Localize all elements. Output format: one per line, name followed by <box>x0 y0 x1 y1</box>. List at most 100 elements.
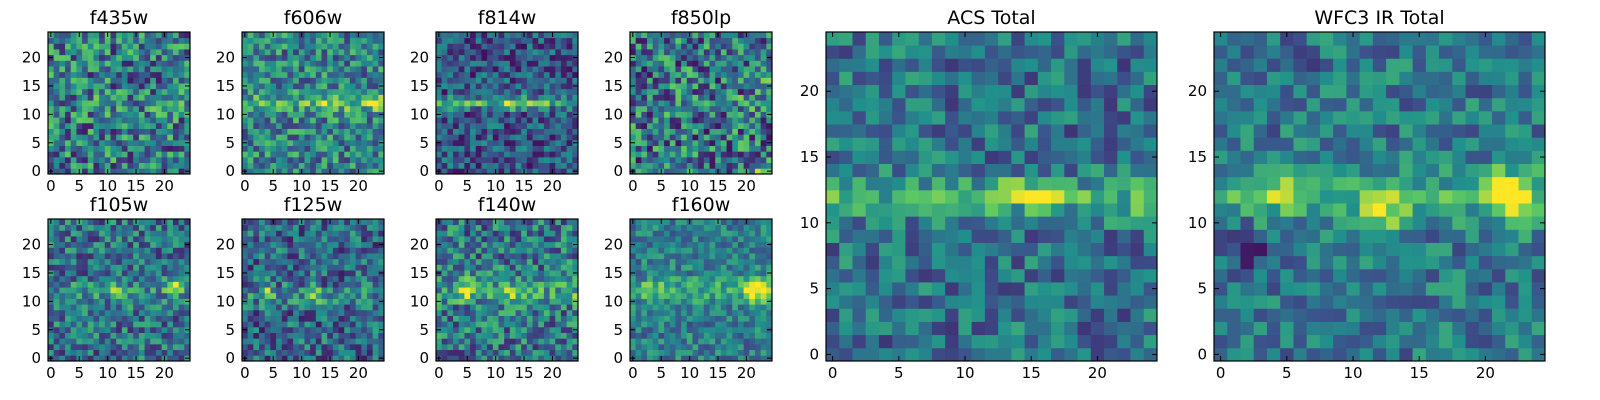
heatmap-cell <box>178 287 185 294</box>
heatmap-cell <box>70 264 77 271</box>
heatmap-cell <box>378 304 385 311</box>
heatmap-cell <box>138 156 145 164</box>
heatmap-cell <box>70 270 77 277</box>
heatmap-cell <box>641 168 648 175</box>
heatmap-cell <box>259 315 266 322</box>
heatmap-cell <box>264 236 271 243</box>
heatmap-cell <box>167 66 174 73</box>
heatmap-cell <box>498 281 505 288</box>
heatmap-cell <box>378 32 385 39</box>
heatmap-cell <box>732 332 739 339</box>
heatmap-cell <box>458 122 465 129</box>
heatmap-cell <box>87 332 94 339</box>
heatmap-cell <box>453 281 460 288</box>
heatmap-cell <box>464 298 471 305</box>
heatmap-cell <box>315 122 322 129</box>
heatmap-cell <box>121 139 128 146</box>
heatmap-cell <box>766 88 773 95</box>
heatmap-cell <box>555 275 562 282</box>
heatmap-cell <box>310 43 317 50</box>
heatmap-cell <box>726 156 733 164</box>
heatmap-cell <box>310 230 317 237</box>
heatmap-cell <box>281 292 288 299</box>
heatmap-cell <box>155 264 162 271</box>
heatmap-cell <box>487 37 494 44</box>
heatmap-cell <box>647 309 654 316</box>
heatmap-cell <box>338 32 345 39</box>
heatmap-cell <box>709 298 716 305</box>
heatmap-cell <box>754 54 762 61</box>
heatmap-cell <box>538 100 545 107</box>
heatmap-cell <box>121 151 128 158</box>
heatmap-cell <box>247 37 254 44</box>
heatmap-cell <box>732 122 739 129</box>
heatmap-cell <box>349 162 356 169</box>
heatmap-cell <box>720 37 727 44</box>
heatmap-cell <box>715 37 722 44</box>
heatmap-cell <box>264 105 271 112</box>
heatmap-cell <box>492 88 499 95</box>
heatmap-cell <box>59 253 66 260</box>
heatmap-cell <box>121 88 128 95</box>
heatmap-cell <box>332 88 339 95</box>
heatmap-cell <box>464 247 471 254</box>
heatmap-cell <box>270 66 277 73</box>
heatmap-cell <box>532 258 539 265</box>
x-tick-label: 10 <box>292 177 311 195</box>
heatmap-cell <box>475 258 482 265</box>
heatmap-cell <box>65 241 72 248</box>
heatmap-cell <box>726 83 733 90</box>
heatmap-cell <box>87 241 94 248</box>
heatmap-cell <box>167 236 174 243</box>
heatmap-cell <box>366 349 374 356</box>
heatmap-cell <box>327 49 334 56</box>
heatmap-cell <box>304 128 311 135</box>
heatmap-cell <box>127 349 134 356</box>
heatmap-cell <box>715 298 722 305</box>
heatmap-cell <box>441 151 448 158</box>
heatmap-cell <box>703 315 710 322</box>
heatmap-cell <box>298 151 305 158</box>
heatmap-cell <box>59 315 66 322</box>
heatmap-cell <box>681 54 688 61</box>
heatmap-cell <box>253 94 260 101</box>
heatmap-cell <box>259 253 266 260</box>
heatmap-cell <box>526 258 533 265</box>
heatmap-cell <box>116 111 123 118</box>
heatmap-cell <box>59 355 66 362</box>
heatmap-cell <box>48 162 55 169</box>
heatmap-cell <box>515 253 522 260</box>
heatmap-cell <box>116 298 123 305</box>
heatmap-cell <box>726 139 733 146</box>
heatmap-cell <box>692 83 699 90</box>
heatmap-cell <box>127 54 134 61</box>
heatmap-cell <box>441 168 448 175</box>
heatmap-cell <box>253 315 260 322</box>
heatmap-cell <box>453 253 460 260</box>
heatmap-cell <box>726 145 733 152</box>
heatmap-cell <box>749 321 756 328</box>
heatmap-cell <box>287 309 294 316</box>
heatmap-cell <box>720 128 727 135</box>
heatmap-cell <box>298 162 305 169</box>
heatmap-cell <box>155 275 162 282</box>
heatmap-cell <box>555 60 562 67</box>
heatmap-cell <box>532 117 539 124</box>
heatmap-cell <box>178 315 185 322</box>
heatmap-cell <box>566 77 573 84</box>
heatmap-cell <box>150 77 157 84</box>
heatmap-cell <box>70 111 77 118</box>
heatmap-cell <box>720 94 727 101</box>
heatmap-cell <box>675 332 682 339</box>
heatmap-cell <box>366 105 374 112</box>
heatmap-cell <box>116 71 123 78</box>
heatmap-cell <box>321 111 328 118</box>
heatmap-cell <box>543 94 550 101</box>
heatmap-cell <box>178 281 185 288</box>
heatmap-cell <box>509 281 516 288</box>
heatmap-cell <box>127 343 134 351</box>
heatmap-cell <box>572 128 579 135</box>
heatmap-cell <box>737 309 744 316</box>
heatmap-cell <box>641 77 648 84</box>
heatmap-cell <box>760 162 767 169</box>
